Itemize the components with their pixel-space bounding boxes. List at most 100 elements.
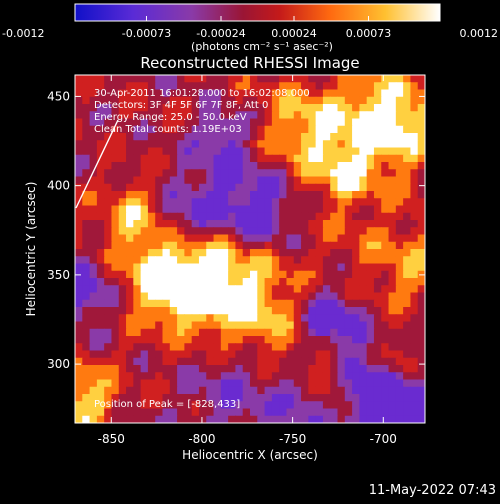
heatmap-cell bbox=[271, 249, 280, 257]
heatmap-cell bbox=[198, 183, 207, 192]
heatmap-cell bbox=[220, 415, 229, 423]
heatmap-cell bbox=[373, 372, 382, 381]
heatmap-cell bbox=[366, 104, 375, 112]
heatmap-cell bbox=[417, 220, 425, 228]
heatmap-cell bbox=[403, 140, 412, 149]
heatmap-cell bbox=[395, 285, 404, 294]
heatmap-cell bbox=[410, 241, 419, 250]
heatmap-cell bbox=[315, 176, 324, 185]
heatmap-cell bbox=[206, 176, 215, 185]
heatmap-cell bbox=[169, 379, 178, 388]
heatmap-cell bbox=[308, 278, 317, 286]
heatmap-cell bbox=[352, 328, 360, 337]
heatmap-cell bbox=[82, 365, 91, 373]
heatmap-cell bbox=[366, 234, 375, 243]
heatmap-cell bbox=[96, 256, 105, 265]
heatmap-cell bbox=[308, 379, 317, 388]
heatmap-cell bbox=[373, 241, 382, 250]
heatmap-cell bbox=[403, 379, 412, 388]
heatmap-cell bbox=[242, 154, 251, 163]
heatmap-cell bbox=[220, 401, 229, 410]
heatmap-cell bbox=[96, 357, 105, 366]
heatmap-cell bbox=[104, 350, 113, 359]
heatmap-cell bbox=[322, 401, 331, 410]
heatmap-cell bbox=[235, 379, 244, 388]
heatmap-cell bbox=[264, 125, 273, 134]
heatmap-cell bbox=[184, 191, 193, 199]
heatmap-cell bbox=[220, 241, 229, 250]
annotation-line: 30-Apr-2011 16:01:28.000 to 16:02:08.000 bbox=[94, 88, 310, 99]
heatmap-cell bbox=[308, 147, 317, 156]
heatmap-cell bbox=[133, 415, 142, 423]
heatmap-cell bbox=[184, 140, 193, 149]
heatmap-cell bbox=[75, 111, 83, 120]
heatmap-cell bbox=[177, 372, 185, 381]
heatmap-cell bbox=[191, 89, 200, 98]
heatmap-cell bbox=[75, 234, 83, 243]
heatmap-cell bbox=[330, 75, 339, 83]
heatmap-cell bbox=[388, 220, 397, 228]
heatmap-cell bbox=[213, 82, 222, 91]
heatmap-cell bbox=[235, 372, 244, 381]
heatmap-cell bbox=[228, 415, 237, 423]
heatmap-cell bbox=[359, 169, 368, 178]
heatmap-cell bbox=[184, 321, 193, 330]
heatmap-cell bbox=[257, 234, 266, 243]
heatmap-cell bbox=[344, 256, 353, 265]
heatmap-cell bbox=[286, 220, 295, 228]
heatmap-cell bbox=[330, 82, 339, 91]
heatmap-cell bbox=[133, 118, 142, 127]
heatmap-cell bbox=[279, 278, 288, 286]
heatmap-cell bbox=[82, 357, 91, 366]
heatmap-cell bbox=[133, 162, 142, 170]
heatmap-cell bbox=[155, 241, 164, 250]
heatmap-cell bbox=[388, 292, 397, 301]
heatmap-cell bbox=[366, 111, 375, 120]
heatmap-cell bbox=[155, 75, 164, 83]
heatmap-cell bbox=[250, 183, 258, 192]
heatmap-cell bbox=[155, 140, 164, 149]
heatmap-cell bbox=[410, 386, 419, 395]
heatmap-cell bbox=[96, 89, 105, 98]
heatmap-cell bbox=[140, 212, 149, 221]
heatmap-cell bbox=[279, 249, 288, 257]
heatmap-cell bbox=[75, 89, 83, 98]
heatmap-cell bbox=[315, 415, 324, 423]
heatmap-cell bbox=[162, 118, 171, 127]
heatmap-cell bbox=[198, 241, 207, 250]
heatmap-cell bbox=[257, 278, 266, 286]
heatmap-cell bbox=[118, 328, 127, 337]
heatmap-cell bbox=[177, 220, 185, 228]
heatmap-cell bbox=[395, 394, 404, 402]
heatmap-cell bbox=[242, 118, 251, 127]
heatmap-cell bbox=[111, 220, 120, 228]
heatmap-cell bbox=[213, 220, 222, 228]
heatmap-cell bbox=[104, 372, 113, 381]
heatmap-cell bbox=[279, 96, 288, 105]
heatmap-cell bbox=[111, 278, 120, 286]
heatmap-cell bbox=[206, 154, 215, 163]
heatmap-cell bbox=[417, 256, 425, 265]
heatmap-cell bbox=[359, 147, 368, 156]
heatmap-cell bbox=[126, 169, 134, 178]
heatmap-cell bbox=[381, 394, 390, 402]
heatmap-cell bbox=[293, 365, 302, 373]
heatmap-cell bbox=[279, 408, 288, 417]
heatmap-cell bbox=[308, 357, 317, 366]
heatmap-cell bbox=[417, 321, 425, 330]
heatmap-cell bbox=[359, 191, 368, 199]
heatmap-cell bbox=[169, 336, 178, 344]
heatmap-cell bbox=[271, 379, 280, 388]
heatmap-cell bbox=[235, 162, 244, 170]
heatmap-cell bbox=[293, 292, 302, 301]
heatmap-cell bbox=[301, 343, 309, 352]
heatmap-cell bbox=[373, 408, 382, 417]
heatmap-cell bbox=[191, 365, 200, 373]
heatmap-cell bbox=[330, 96, 339, 105]
heatmap-cell bbox=[410, 147, 419, 156]
heatmap-cell bbox=[126, 118, 134, 127]
heatmap-cell bbox=[359, 408, 368, 417]
heatmap-cell bbox=[147, 408, 156, 417]
heatmap-cell bbox=[75, 176, 83, 185]
heatmap-cell bbox=[235, 256, 244, 265]
